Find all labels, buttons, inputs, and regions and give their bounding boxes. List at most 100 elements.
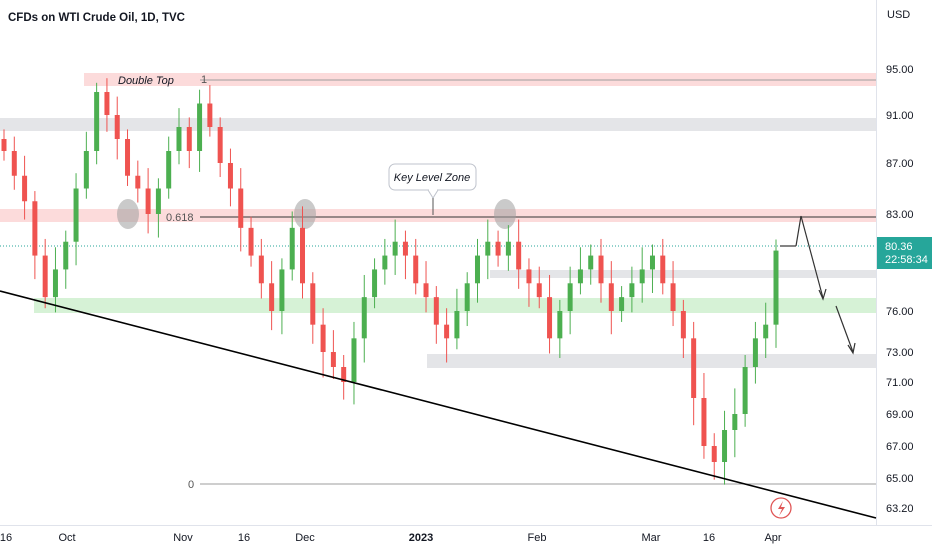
time-tick-label: Dec (295, 532, 315, 544)
time-tick-label: Mar (642, 532, 661, 544)
candle (11, 151, 17, 176)
currency-label: USD (887, 9, 910, 21)
candle (52, 269, 58, 298)
price-tick-label: 91.00 (886, 110, 914, 122)
time-axis-ticks[interactable]: 16 Oct Nov 16 Dec 2023 Feb Mar 16 Apr (0, 532, 782, 544)
candle (145, 188, 151, 214)
time-tick-label: Oct (58, 532, 75, 544)
candle (660, 255, 666, 284)
candle (485, 241, 491, 256)
time-tick-label: 16 (238, 532, 250, 544)
touch-marker-1 (117, 199, 139, 229)
candle (505, 241, 511, 256)
candle (73, 188, 79, 242)
support-zone (34, 298, 876, 313)
descending-trendline[interactable] (0, 290, 877, 519)
chart-title: CFDs on WTI Crude Oil, 1D, TVC (8, 12, 185, 24)
candle (42, 255, 48, 298)
touch-marker-3 (494, 199, 516, 229)
candle (114, 115, 120, 139)
candle (495, 241, 501, 256)
candle (248, 227, 254, 256)
price-tick-label: 63.20 (886, 503, 914, 515)
candle (135, 175, 141, 189)
candle (341, 367, 347, 382)
candle (454, 311, 460, 339)
candle (392, 241, 398, 256)
projection-path[interactable] (780, 215, 854, 353)
candle (444, 324, 450, 339)
candle (32, 201, 38, 256)
price-axis-ticks[interactable]: 95.00 91.00 87.00 83.00 76.00 73.00 71.00 69.00… (886, 64, 914, 515)
candle (608, 283, 614, 311)
candle (361, 297, 367, 339)
price-tick-label: 87.00 (886, 158, 914, 170)
candle (567, 283, 573, 311)
lightning-icon[interactable] (770, 497, 792, 519)
price-tick-label: 76.00 (886, 306, 914, 318)
candle (207, 103, 213, 127)
candle (330, 352, 336, 367)
candle (516, 241, 522, 270)
candle (557, 311, 563, 339)
candle (155, 188, 161, 214)
candle (619, 297, 625, 311)
fib-1-label: 1 (201, 74, 207, 86)
price-tick-label: 71.00 (886, 377, 914, 389)
price-tick-label: 67.00 (886, 441, 914, 453)
candle (629, 283, 635, 298)
candle (711, 446, 717, 462)
price-tick-label: 69.00 (886, 409, 914, 421)
candle (474, 255, 480, 284)
key-level-zone (0, 209, 876, 222)
fib-0618-label: 0.618 (166, 212, 194, 224)
price-tick-label: 73.00 (886, 347, 914, 359)
candle (752, 338, 758, 367)
candle (773, 250, 779, 325)
candle (310, 283, 316, 325)
gray-support-zone (427, 354, 876, 368)
candle (104, 92, 110, 115)
candle (320, 324, 326, 352)
candle (413, 255, 419, 284)
candle (269, 283, 275, 311)
candle (186, 127, 192, 151)
candle (536, 283, 542, 298)
candle (402, 241, 408, 256)
price-tick-label: 95.00 (886, 64, 914, 76)
candle (227, 163, 233, 189)
candle (63, 241, 69, 270)
candle (176, 127, 182, 151)
key-level-label: Key Level Zone (394, 172, 470, 184)
candle (577, 269, 583, 284)
current-price-tag[interactable]: 80.36 22:58:34 (877, 237, 932, 269)
candle (238, 188, 244, 228)
time-tick-label: Nov (173, 532, 193, 544)
gray-resistance-zone (0, 118, 876, 131)
candle (125, 139, 131, 176)
time-tick-label: Apr (764, 532, 781, 544)
double-top-label: Double Top (118, 75, 174, 87)
candle (166, 151, 172, 189)
candle (547, 297, 553, 339)
candle (701, 398, 707, 446)
candle (300, 227, 306, 284)
bar-countdown: 22:58:34 (885, 254, 928, 266)
gray-mid-zone (490, 270, 876, 278)
candles (1, 78, 779, 485)
candle (372, 269, 378, 298)
candle (22, 175, 28, 202)
candle (217, 127, 223, 163)
candle (94, 92, 100, 151)
candle (351, 338, 357, 382)
key-level-callout[interactable]: Key Level Zone (388, 163, 477, 215)
candle (639, 269, 645, 284)
candle (670, 283, 676, 311)
candle (279, 269, 285, 311)
time-tick-label: Feb (528, 532, 547, 544)
price-tick-label: 65.00 (886, 473, 914, 485)
candle (680, 311, 686, 339)
candle (588, 255, 594, 270)
candle (83, 151, 89, 189)
